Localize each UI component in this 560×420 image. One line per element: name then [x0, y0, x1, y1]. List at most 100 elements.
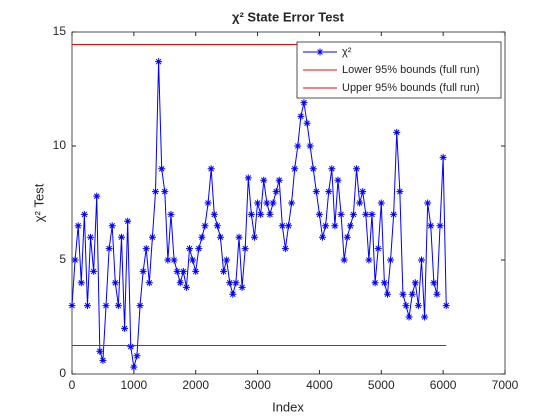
- marker: [319, 233, 327, 241]
- legend-label: Lower 95% bounds (full run): [342, 64, 480, 76]
- marker: [170, 256, 178, 264]
- marker: [164, 256, 172, 264]
- legend-box: [296, 41, 502, 99]
- marker: [117, 233, 125, 241]
- marker: [309, 165, 317, 173]
- marker: [152, 188, 160, 196]
- marker: [359, 188, 367, 196]
- x-tick-label: 3000: [244, 378, 271, 392]
- x-axis-label: Index: [272, 399, 304, 414]
- marker: [343, 233, 351, 241]
- marker: [139, 267, 147, 275]
- x-tick-label: 0: [69, 378, 76, 392]
- marker: [340, 256, 348, 264]
- marker: [260, 176, 268, 184]
- marker: [133, 352, 141, 360]
- marker: [269, 199, 277, 207]
- y-axis-label: χ² Test: [31, 183, 46, 222]
- marker: [220, 267, 228, 275]
- marker: [390, 210, 398, 218]
- marker: [145, 279, 153, 287]
- marker: [121, 324, 129, 332]
- marker: [105, 245, 113, 253]
- marker: [93, 192, 101, 200]
- marker: [74, 222, 82, 230]
- x-tick-label: 7000: [492, 378, 519, 392]
- marker: [285, 222, 292, 230]
- marker: [83, 302, 91, 310]
- marker: [368, 210, 376, 218]
- marker: [250, 233, 258, 241]
- marker: [257, 210, 265, 218]
- marker: [80, 210, 88, 218]
- marker: [315, 210, 323, 218]
- marker: [201, 222, 209, 230]
- marker: [275, 176, 283, 184]
- marker: [266, 210, 274, 218]
- marker: [204, 199, 212, 207]
- y-tick-label: 5: [59, 252, 66, 266]
- marker: [396, 188, 404, 196]
- marker: [114, 302, 122, 310]
- marker: [90, 267, 98, 275]
- marker: [427, 222, 435, 230]
- marker: [399, 290, 407, 298]
- marker: [247, 210, 255, 218]
- marker: [442, 302, 450, 310]
- marker: [328, 165, 336, 173]
- y-tick-label: 15: [53, 24, 67, 38]
- marker: [241, 245, 249, 253]
- marker: [148, 233, 156, 241]
- marker: [192, 267, 200, 275]
- marker: [325, 188, 333, 196]
- marker: [182, 283, 190, 291]
- marker: [417, 256, 425, 264]
- marker: [198, 233, 206, 241]
- chart-title: χ² State Error Test: [232, 9, 345, 24]
- marker: [306, 142, 314, 150]
- marker: [297, 112, 305, 120]
- marker: [213, 222, 221, 230]
- marker: [356, 199, 364, 207]
- marker: [136, 302, 144, 310]
- marker: [272, 188, 280, 196]
- marker: [371, 279, 379, 287]
- marker: [353, 165, 361, 173]
- marker: [111, 279, 119, 287]
- legend-label: Upper 95% bounds (full run): [342, 82, 480, 94]
- marker: [226, 279, 234, 287]
- marker: [108, 222, 116, 230]
- marker: [195, 245, 203, 253]
- x-tick-label: 1000: [121, 378, 148, 392]
- marker: [294, 142, 302, 150]
- marker: [254, 199, 262, 207]
- marker: [414, 302, 422, 310]
- marker: [127, 343, 135, 351]
- marker: [337, 210, 345, 218]
- marker: [189, 256, 197, 264]
- marker: [263, 199, 271, 207]
- marker: [380, 279, 388, 287]
- marker: [229, 290, 237, 298]
- marker: [167, 210, 175, 218]
- marker: [223, 256, 231, 264]
- marker: [405, 313, 413, 321]
- marker: [158, 165, 166, 173]
- marker: [207, 165, 215, 173]
- marker: [155, 58, 163, 66]
- marker: [186, 245, 194, 253]
- marker: [288, 199, 296, 207]
- marker: [210, 210, 218, 218]
- marker: [331, 222, 339, 230]
- marker: [176, 279, 184, 287]
- marker: [179, 267, 187, 275]
- marker: [216, 233, 224, 241]
- marker: [71, 256, 79, 264]
- marker: [300, 99, 308, 107]
- legend-label: χ²: [342, 46, 352, 58]
- marker: [235, 233, 243, 241]
- marker: [424, 199, 432, 207]
- marker: [161, 188, 169, 196]
- x-tick-label: 6000: [430, 378, 457, 392]
